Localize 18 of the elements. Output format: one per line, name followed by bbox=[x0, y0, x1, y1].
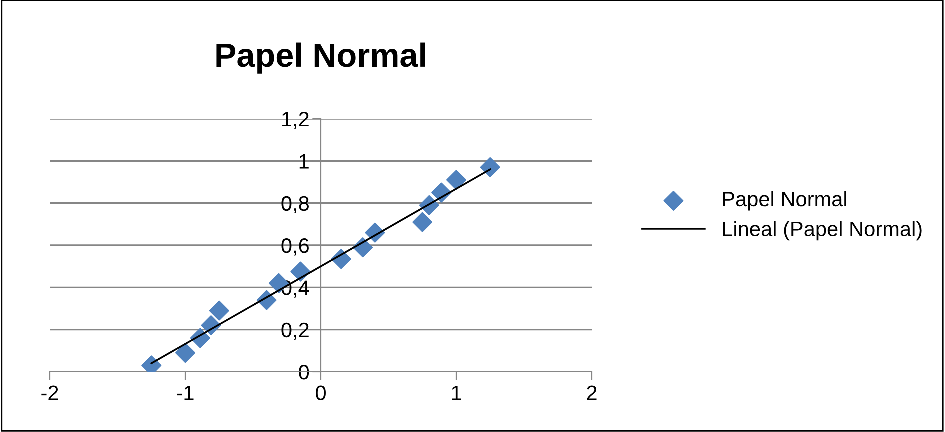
point bbox=[175, 343, 196, 364]
x-tick-label: -1 bbox=[177, 386, 194, 400]
point bbox=[446, 170, 467, 190]
point bbox=[209, 300, 230, 321]
x-tick-label: 0 bbox=[316, 386, 326, 400]
chart-title: Papel Normal bbox=[216, 42, 426, 74]
y-tick-label: 0,8 bbox=[282, 196, 309, 214]
y-tick-label: 1 bbox=[300, 154, 309, 169]
point bbox=[412, 212, 433, 232]
legend-label: Lineal (Papel Normal) bbox=[723, 221, 922, 241]
y-tick-label: 0,6 bbox=[282, 238, 309, 256]
x-tick-label: -2 bbox=[42, 386, 58, 400]
y-tick-label: 1,2 bbox=[282, 112, 309, 130]
x-tick-label: 1 bbox=[452, 386, 462, 400]
x-tick-label: 2 bbox=[587, 386, 597, 400]
y-tick-label: 0,2 bbox=[282, 322, 309, 340]
point bbox=[480, 157, 500, 178]
legend-label: Papel Normal bbox=[723, 191, 846, 211]
